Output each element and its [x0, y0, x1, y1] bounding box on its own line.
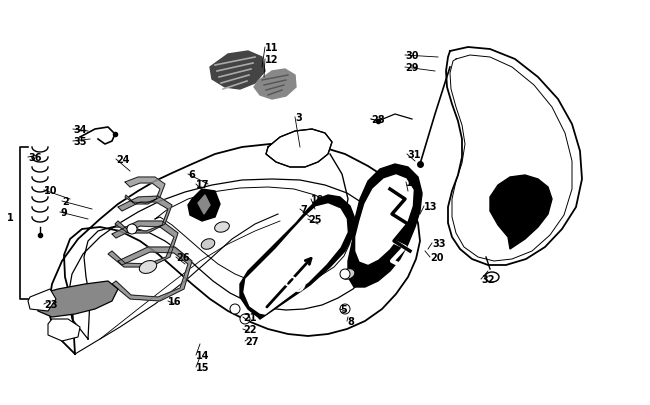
Text: 13: 13 — [424, 202, 437, 211]
Polygon shape — [244, 205, 347, 314]
Text: 3: 3 — [295, 113, 302, 123]
Text: 9: 9 — [60, 207, 67, 217]
Text: 24: 24 — [116, 155, 129, 164]
Polygon shape — [356, 175, 413, 264]
Circle shape — [340, 304, 350, 314]
Polygon shape — [125, 177, 165, 205]
Text: 29: 29 — [405, 63, 419, 73]
Polygon shape — [490, 175, 552, 249]
Circle shape — [340, 269, 350, 279]
Text: 14: 14 — [196, 350, 209, 360]
Polygon shape — [198, 196, 210, 215]
Ellipse shape — [139, 261, 157, 274]
Text: 20: 20 — [430, 252, 443, 262]
Ellipse shape — [341, 269, 355, 279]
Polygon shape — [254, 70, 296, 100]
Polygon shape — [210, 52, 265, 90]
Polygon shape — [115, 196, 172, 233]
Polygon shape — [266, 130, 332, 168]
Ellipse shape — [214, 222, 229, 232]
Polygon shape — [48, 145, 420, 354]
Text: 25: 25 — [308, 215, 322, 224]
Polygon shape — [108, 222, 178, 267]
Ellipse shape — [288, 232, 302, 243]
Text: 11: 11 — [265, 43, 278, 53]
Circle shape — [240, 314, 250, 324]
Text: 5: 5 — [340, 304, 346, 314]
Text: 26: 26 — [176, 252, 190, 262]
Text: 28: 28 — [371, 115, 385, 125]
Ellipse shape — [485, 272, 499, 282]
Text: 2: 2 — [62, 196, 69, 207]
Polygon shape — [240, 196, 355, 319]
Polygon shape — [28, 289, 56, 311]
Circle shape — [230, 304, 240, 314]
Text: 23: 23 — [44, 299, 57, 309]
Polygon shape — [35, 281, 118, 317]
Text: 8: 8 — [347, 316, 354, 326]
Polygon shape — [188, 190, 220, 222]
Text: 6: 6 — [188, 170, 195, 179]
Text: 12: 12 — [265, 55, 278, 65]
Text: 15: 15 — [196, 362, 209, 372]
Ellipse shape — [254, 292, 266, 303]
Text: 31: 31 — [407, 149, 421, 160]
Text: 22: 22 — [243, 324, 257, 334]
Text: 33: 33 — [432, 239, 445, 248]
Ellipse shape — [202, 239, 214, 249]
Polygon shape — [348, 164, 422, 287]
Text: 34: 34 — [73, 125, 86, 135]
Text: 16: 16 — [168, 296, 181, 306]
Text: 17: 17 — [196, 179, 209, 190]
Text: 36: 36 — [28, 153, 42, 162]
Text: 1: 1 — [7, 213, 14, 222]
Text: 30: 30 — [405, 51, 419, 61]
Text: 21: 21 — [243, 312, 257, 322]
Text: 27: 27 — [245, 336, 259, 346]
Text: 19: 19 — [311, 194, 324, 205]
Text: 10: 10 — [44, 185, 57, 196]
Text: 7: 7 — [300, 205, 307, 215]
Circle shape — [127, 224, 137, 234]
Text: 32: 32 — [481, 274, 495, 284]
Text: 900: 900 — [272, 269, 307, 297]
Polygon shape — [112, 247, 192, 301]
Polygon shape — [48, 319, 80, 341]
Text: 35: 35 — [73, 136, 86, 147]
Text: 4: 4 — [416, 190, 422, 200]
Polygon shape — [446, 48, 582, 265]
Text: 18: 18 — [406, 177, 420, 188]
